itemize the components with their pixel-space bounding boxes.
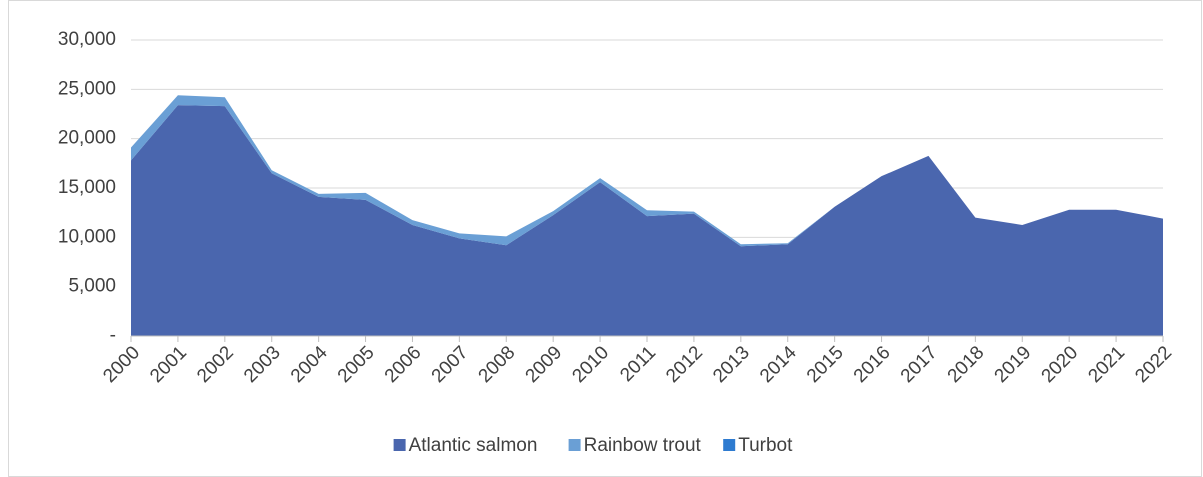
area — [131, 105, 1163, 337]
y-tick-label: 15,000 — [58, 177, 116, 198]
legend-label: Atlantic salmon — [409, 435, 538, 456]
y-tick-label: 10,000 — [58, 226, 116, 247]
y-tick-label: - — [110, 325, 116, 346]
x-tick-label: 2001 — [146, 342, 191, 387]
x-tick-label: 2008 — [475, 342, 520, 387]
x-tick-label: 2005 — [334, 342, 379, 387]
x-tick-label: 2000 — [99, 342, 144, 387]
x-tick-label: 2020 — [1038, 342, 1083, 387]
x-tick-label: 2010 — [568, 342, 613, 387]
legend-swatch — [723, 439, 736, 451]
legend-swatch — [393, 439, 406, 451]
legend-label: Rainbow trout — [584, 435, 702, 456]
y-tick-label: 20,000 — [58, 128, 116, 149]
x-tick-label: 2011 — [616, 342, 660, 386]
x-tick-label: 2006 — [381, 342, 426, 387]
x-tick-label: 2015 — [803, 342, 848, 387]
x-tick-label: 2017 — [897, 342, 942, 387]
x-tick-label: 2014 — [756, 342, 801, 387]
x-tick-label: 2009 — [522, 342, 567, 387]
y-tick-label: 5,000 — [68, 276, 116, 297]
x-tick-label: 2016 — [850, 342, 895, 387]
x-tick-label: 2003 — [240, 342, 285, 387]
legend-swatch — [568, 439, 581, 451]
x-tick-label: 2007 — [428, 342, 473, 387]
y-tick-label: 30,000 — [58, 29, 116, 50]
x-tick-label: 2004 — [287, 342, 332, 387]
area — [131, 95, 1163, 247]
x-tick-label: 2013 — [709, 342, 754, 387]
x-tick-label: 2018 — [944, 342, 989, 387]
x-tick-label: 2012 — [662, 342, 707, 387]
legend-label: Turbot — [738, 435, 793, 456]
y-tick-label: 25,000 — [58, 78, 116, 99]
x-tick-label: 2002 — [193, 342, 238, 387]
x-tick-label: 2019 — [991, 342, 1036, 387]
x-tick-label: 2021 — [1084, 342, 1129, 387]
x-tick-label: 2022 — [1131, 342, 1176, 387]
